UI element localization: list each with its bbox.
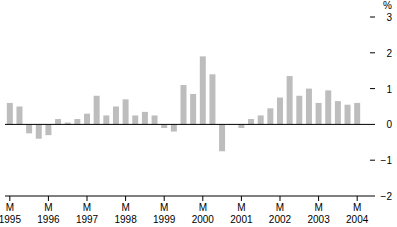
- bar: [335, 101, 341, 124]
- zero-line: [5, 124, 370, 125]
- bar: [306, 89, 312, 125]
- bar: [45, 124, 51, 135]
- bar: [132, 115, 138, 124]
- bar: [36, 124, 42, 138]
- bar: [190, 94, 196, 124]
- bar: [296, 96, 302, 125]
- bar: [258, 115, 264, 124]
- bar: [171, 124, 177, 131]
- bar: [103, 115, 109, 124]
- bar: [345, 105, 351, 125]
- bar: [248, 119, 254, 124]
- bar: [316, 103, 322, 124]
- bar: [238, 124, 244, 128]
- y-tick: [370, 196, 375, 197]
- x-tick: [279, 196, 280, 201]
- x-tick-label: M1995: [0, 202, 21, 225]
- y-tick: [370, 52, 375, 53]
- bar: [354, 103, 360, 124]
- x-tick-label: M2002: [269, 202, 292, 225]
- y-tick: [370, 88, 375, 89]
- bar: [219, 124, 225, 151]
- bar: [325, 90, 331, 124]
- bar: [161, 124, 167, 128]
- x-tick: [241, 196, 242, 201]
- x-tick-label: M1997: [76, 202, 99, 225]
- x-tick-label: M2004: [346, 202, 369, 225]
- x-tick-label: M1998: [114, 202, 137, 225]
- x-tick: [164, 196, 165, 201]
- y-tick: [370, 17, 375, 18]
- x-tick-label: M1999: [153, 202, 176, 225]
- x-tick: [48, 196, 49, 201]
- bar: [84, 114, 90, 125]
- y-tick-label: 2: [386, 48, 392, 59]
- bar: [7, 103, 13, 124]
- bar: [55, 119, 61, 124]
- x-tick: [318, 196, 319, 201]
- bar: [142, 112, 148, 125]
- bar: [152, 115, 158, 124]
- y-tick-label: 3: [386, 12, 392, 23]
- bar: [209, 74, 215, 124]
- x-tick: [357, 196, 358, 201]
- bars: [7, 56, 360, 151]
- y-tick: [370, 160, 375, 161]
- bar: [287, 76, 293, 124]
- y-tick-label: 1: [386, 84, 392, 95]
- y-tick-label: −2: [381, 191, 393, 202]
- bar: [113, 107, 119, 125]
- bar: [123, 99, 129, 124]
- bar: [26, 124, 32, 133]
- x-tick: [9, 196, 10, 201]
- x-tick: [87, 196, 88, 201]
- y-tick-label: −1: [381, 155, 393, 166]
- bar: [16, 107, 22, 125]
- y-axis: [370, 17, 371, 196]
- x-tick-label: M2001: [230, 202, 253, 225]
- chart: −2 −1 0 1 2 3% M1995 M1996 M1997 M1998 M1999 M2000 M…: [0, 0, 397, 227]
- bar: [267, 108, 273, 124]
- bar: [74, 119, 80, 124]
- bar: [94, 96, 100, 125]
- x-tick-label: M1996: [37, 202, 60, 225]
- y-axis-label: %: [383, 0, 392, 11]
- x-tick-label: M2003: [307, 202, 330, 225]
- bar: [181, 85, 187, 124]
- bar: [200, 56, 206, 124]
- y-tick-label: 0: [386, 119, 392, 130]
- y-tick: [370, 124, 375, 125]
- x-tick-label: M2000: [192, 202, 215, 225]
- x-tick: [125, 196, 126, 201]
- bar: [277, 98, 283, 125]
- x-axis: [5, 196, 370, 197]
- x-tick: [202, 196, 203, 201]
